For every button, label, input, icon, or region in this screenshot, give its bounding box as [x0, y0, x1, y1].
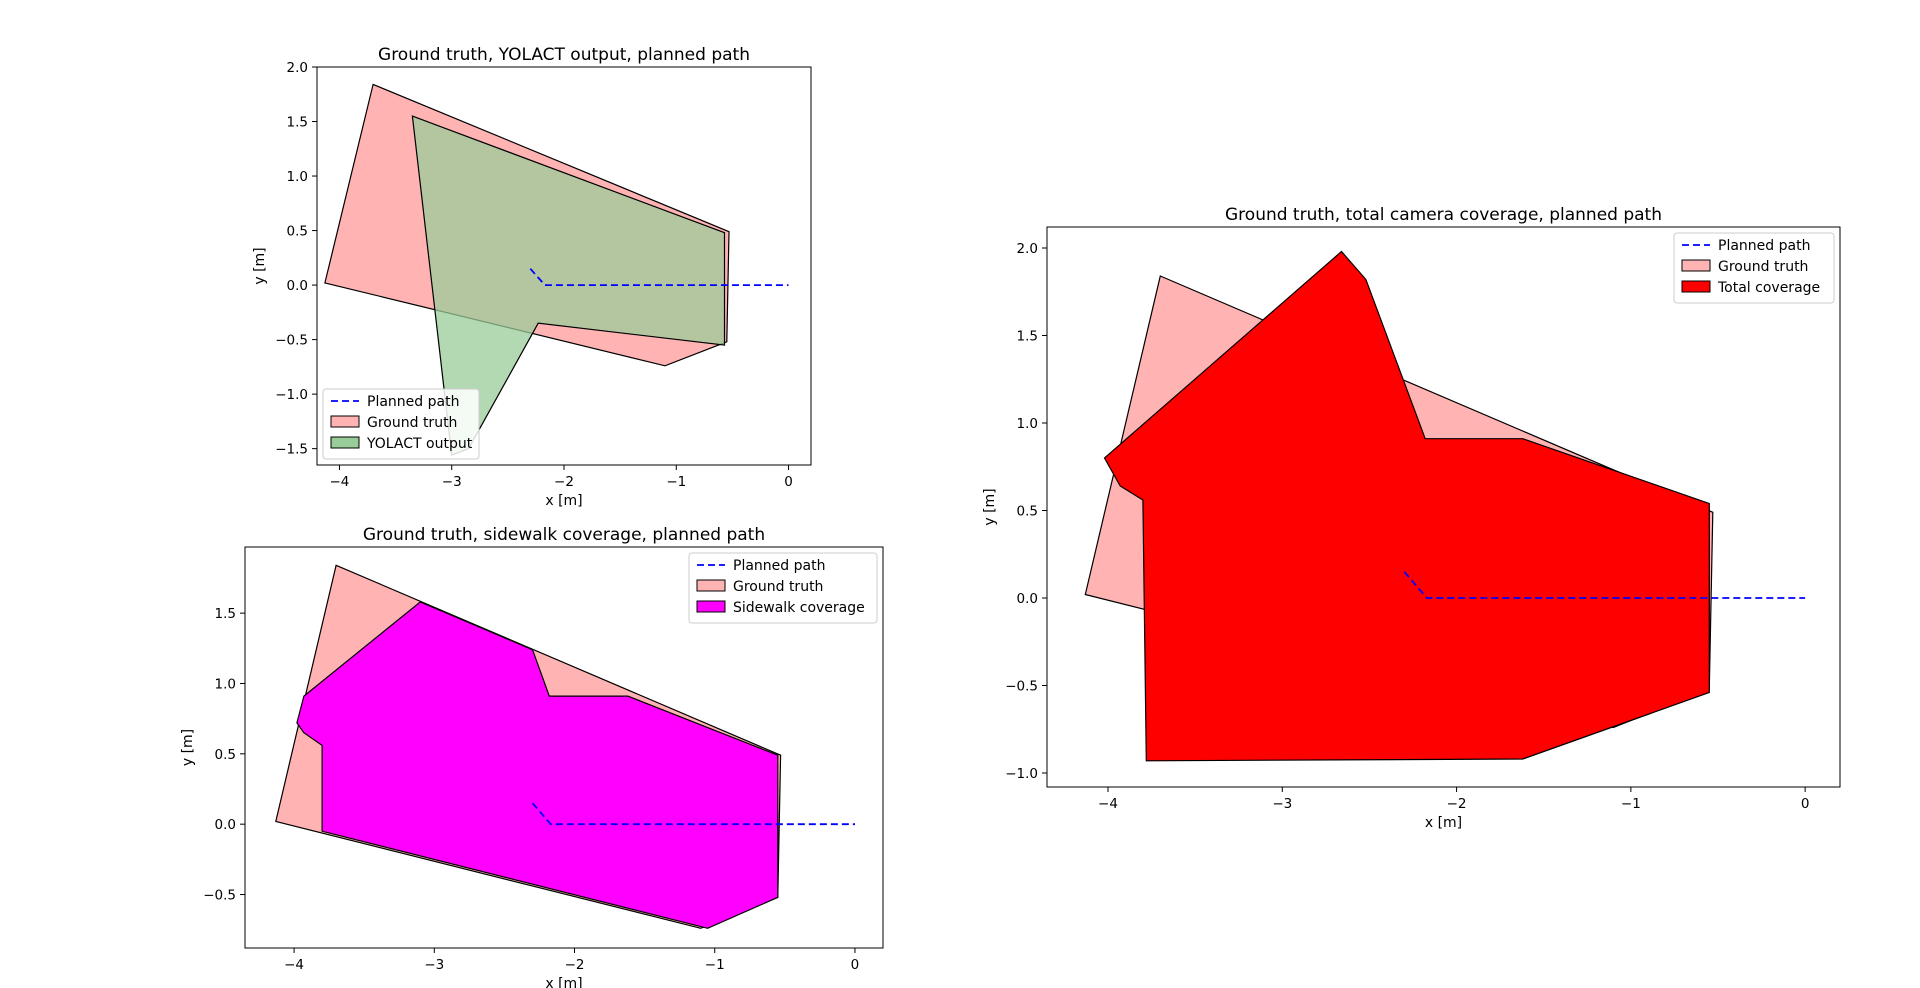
- x-tick-label: 0: [851, 957, 860, 973]
- planned-path-line: [531, 802, 855, 826]
- x-tick-label: −1: [666, 474, 686, 490]
- x-tick-label: −4: [330, 474, 350, 490]
- x-tick-label: −4: [284, 957, 304, 973]
- y-tick-label: 0.5: [1017, 504, 1038, 520]
- x-tick-label: −1: [1621, 796, 1641, 812]
- legend-label-planned-path: Planned path: [733, 558, 825, 574]
- y-tick-label: 0.0: [215, 817, 236, 833]
- x-tick-label: −2: [554, 474, 574, 490]
- legend-label-planned-path: Planned path: [1718, 238, 1810, 254]
- chart-bottom-left: −4 −3 −2 −1 0 −0.5 0.0 0.5 1.0 1.5 Ground truth, s…: [180, 525, 884, 988]
- data-marks: [1084, 250, 1806, 762]
- y-tick-label: 1.0: [1017, 416, 1038, 432]
- x-axis-label: x [m]: [545, 976, 582, 988]
- legend-label-ground-truth: Ground truth: [1718, 259, 1808, 275]
- total-coverage-polygon: [1103, 250, 1710, 762]
- legend-label-yolact-output: YOLACT output: [366, 436, 473, 452]
- legend-label-ground-truth: Ground truth: [733, 579, 823, 595]
- y-tick-label: 0.0: [1017, 591, 1038, 607]
- legend-swatch-yolact-output: [330, 436, 360, 449]
- legend-label-sidewalk-coverage: Sidewalk coverage: [733, 600, 865, 616]
- x-axis-label: x [m]: [545, 493, 582, 509]
- legend-swatch-total-coverage: [1681, 280, 1711, 293]
- y-tick-label: 0.5: [287, 224, 308, 240]
- legend-swatch-ground-truth: [696, 579, 726, 592]
- y-tick-label: 1.5: [1017, 329, 1038, 345]
- y-axis-label: y [m]: [252, 247, 268, 284]
- y-tick-label: −0.5: [203, 888, 236, 904]
- plot-frame: [244, 546, 884, 949]
- legend: Planned path Ground truth Sidewalk coverag…: [688, 552, 878, 624]
- y-tick-label: 1.0: [215, 676, 236, 692]
- legend-label-planned-path: Planned path: [367, 394, 459, 410]
- data-marks: [275, 564, 855, 929]
- legend-box: [322, 388, 480, 460]
- x-tick-label: −2: [565, 957, 585, 973]
- y-axis-label: y [m]: [982, 488, 998, 525]
- chart-title: Ground truth, sidewalk coverage, planned…: [363, 525, 765, 545]
- x-tick-label: −3: [1272, 796, 1292, 812]
- legend-swatch-sidewalk-coverage: [696, 600, 726, 613]
- planned-path-line: [1403, 571, 1806, 599]
- x-axis-label: x [m]: [1425, 815, 1462, 831]
- chart-top-left: −4 −3 −2 −1 0 −1.5 −1.0 −0.5 0.0 0.5 1.0 1.5 2.0 Grou…: [252, 45, 812, 509]
- legend: Planned path Ground truth Total coverage: [1673, 232, 1835, 304]
- chart-title: Ground truth, total camera coverage, pla…: [1225, 205, 1662, 225]
- y-tick-label: 1.5: [287, 115, 308, 131]
- chart-title: Ground truth, YOLACT output, planned pat…: [378, 45, 750, 65]
- y-tick-label: −0.5: [275, 333, 308, 349]
- legend-label-ground-truth: Ground truth: [367, 415, 457, 431]
- y-tick-label: 2.0: [1017, 241, 1038, 257]
- y-tick-label: 1.5: [215, 606, 236, 622]
- legend-label-total-coverage: Total coverage: [1717, 280, 1820, 296]
- x-tick-label: −3: [424, 957, 444, 973]
- legend-swatch-ground-truth: [330, 415, 360, 428]
- sidewalk-coverage-polygon: [296, 601, 779, 929]
- legend-swatch-ground-truth: [1681, 259, 1711, 272]
- x-tick-label: −4: [1098, 796, 1118, 812]
- plot-frame: [1046, 226, 1841, 788]
- y-tick-label: 0.0: [287, 278, 308, 294]
- x-tick-label: 0: [1801, 796, 1810, 812]
- legend-box: [688, 552, 878, 624]
- y-tick-label: 0.5: [215, 747, 236, 763]
- data-marks: [324, 83, 789, 457]
- legend: Planned path Ground truth YOLACT output: [322, 388, 480, 460]
- chart-right: −4 −3 −2 −1 0 −1.0 −0.5 0.0 0.5 1.0 1.5 2.0 Ground t…: [982, 205, 1841, 831]
- legend-box: [1673, 232, 1835, 304]
- y-tick-label: 1.0: [287, 169, 308, 185]
- y-tick-label: −1.0: [275, 387, 308, 403]
- x-tick-label: −1: [705, 957, 725, 973]
- y-tick-label: 2.0: [287, 60, 308, 76]
- y-axis-label: y [m]: [180, 729, 196, 766]
- x-tick-label: −3: [442, 474, 462, 490]
- x-tick-label: 0: [784, 474, 793, 490]
- y-tick-label: −0.5: [1005, 679, 1038, 695]
- y-tick-label: −1.0: [1005, 766, 1038, 782]
- y-tick-label: −1.5: [275, 442, 308, 458]
- x-tick-label: −2: [1447, 796, 1467, 812]
